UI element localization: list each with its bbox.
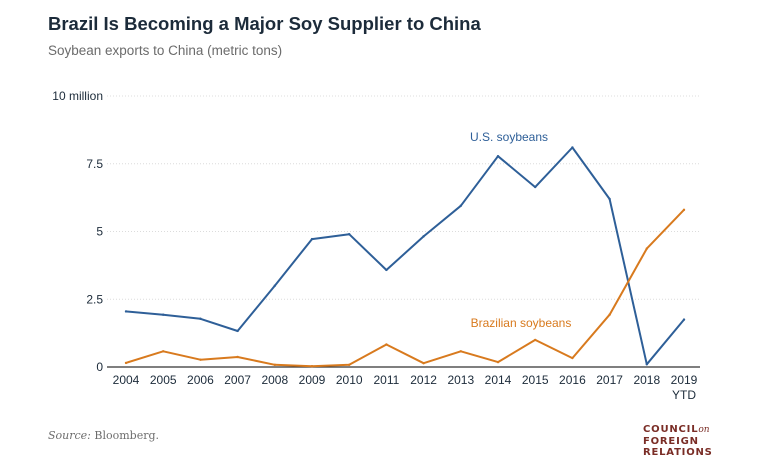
logo-on: on (698, 425, 710, 435)
logo-line2: FOREIGN (643, 436, 699, 447)
x-tick-label: 2006 (187, 373, 214, 387)
data-point (459, 204, 462, 207)
x-tick-label: 2010 (336, 373, 363, 387)
series-label: Brazilian soybeans (471, 316, 572, 330)
series-lines (124, 146, 686, 368)
data-point (422, 235, 425, 238)
x-tick-label: 2005 (150, 373, 177, 387)
x-tick-label: 2014 (485, 373, 512, 387)
data-point (310, 237, 314, 241)
series-labels: U.S. soybeans Brazilian soybeans (470, 130, 571, 330)
data-point (385, 343, 388, 346)
y-tick-label: 5 (96, 225, 103, 239)
x-tick-label: 2011 (373, 373, 399, 387)
series-label: U.S. soybeans (470, 130, 548, 144)
data-point (534, 338, 537, 342)
data-point (571, 146, 574, 149)
chart-subtitle: Soybean exports to China (metric tons) (48, 43, 283, 58)
data-point (348, 363, 351, 367)
y-tick-label: 7.5 (86, 157, 103, 171)
chart-title: Brazil Is Becoming a Major Soy Supplier … (48, 13, 481, 34)
y-axis-labels: 0 2.5 5 7.5 10 million (52, 89, 103, 374)
x-tick-label: 2012 (410, 373, 437, 387)
source-label: Source: (48, 429, 91, 442)
data-point (124, 361, 128, 365)
series-line (125, 146, 685, 366)
logo-line1: COUNCIL (643, 424, 699, 435)
data-point (162, 313, 165, 316)
x-tick-label: 2007 (224, 373, 251, 387)
data-point (199, 358, 202, 361)
data-point (608, 197, 611, 201)
data-point (273, 284, 276, 287)
source-text: Bloomberg. (94, 429, 160, 442)
data-point (348, 233, 351, 236)
data-point (682, 208, 686, 212)
data-point (645, 247, 648, 250)
x-tick-label: 2008 (261, 373, 288, 387)
x-tick-label: 2015 (522, 373, 549, 387)
y-tick-label: 0 (96, 360, 103, 374)
data-point (682, 318, 686, 321)
data-point (645, 363, 648, 366)
source-note: Source: Bloomberg. (48, 429, 159, 442)
data-point (124, 310, 128, 313)
x-tick-label: 2009 (299, 373, 326, 387)
x-tick-label: 2019 (671, 373, 698, 387)
x-axis-labels: 2004 2005 2006 2007 2008 2009 2010 2011 2012 2013… (113, 373, 698, 402)
x-tick-label: 2013 (447, 373, 474, 387)
line-chart: 02.557.510 million 2004 2005 2006 2007 2008 2… (52, 89, 700, 402)
grid-lines (107, 95, 700, 368)
x-tick-label: 2018 (633, 373, 660, 387)
data-point (199, 317, 202, 320)
data-point (496, 154, 500, 158)
data-point (385, 268, 388, 272)
series-line (125, 208, 685, 368)
data-point (534, 185, 537, 189)
data-point (422, 362, 425, 365)
x-tick-sublabel: YTD (672, 388, 696, 402)
x-tick-label: 2017 (596, 373, 623, 387)
data-point (273, 363, 276, 367)
data-point (236, 355, 239, 359)
data-point (162, 350, 165, 353)
x-tick-label: 2016 (559, 373, 586, 387)
cfr-logo: COUNCILon FOREIGN RELATIONS (643, 424, 713, 458)
data-point (459, 350, 462, 353)
y-tick-label: 2.5 (86, 292, 103, 306)
data-point (608, 313, 611, 316)
data-point (496, 360, 500, 364)
y-tick-label: 10 million (52, 89, 103, 103)
logo-line3: RELATIONS (643, 447, 713, 458)
data-point (236, 329, 239, 333)
data-point (310, 364, 314, 368)
x-tick-label: 2004 (113, 373, 140, 387)
data-point (571, 356, 574, 360)
